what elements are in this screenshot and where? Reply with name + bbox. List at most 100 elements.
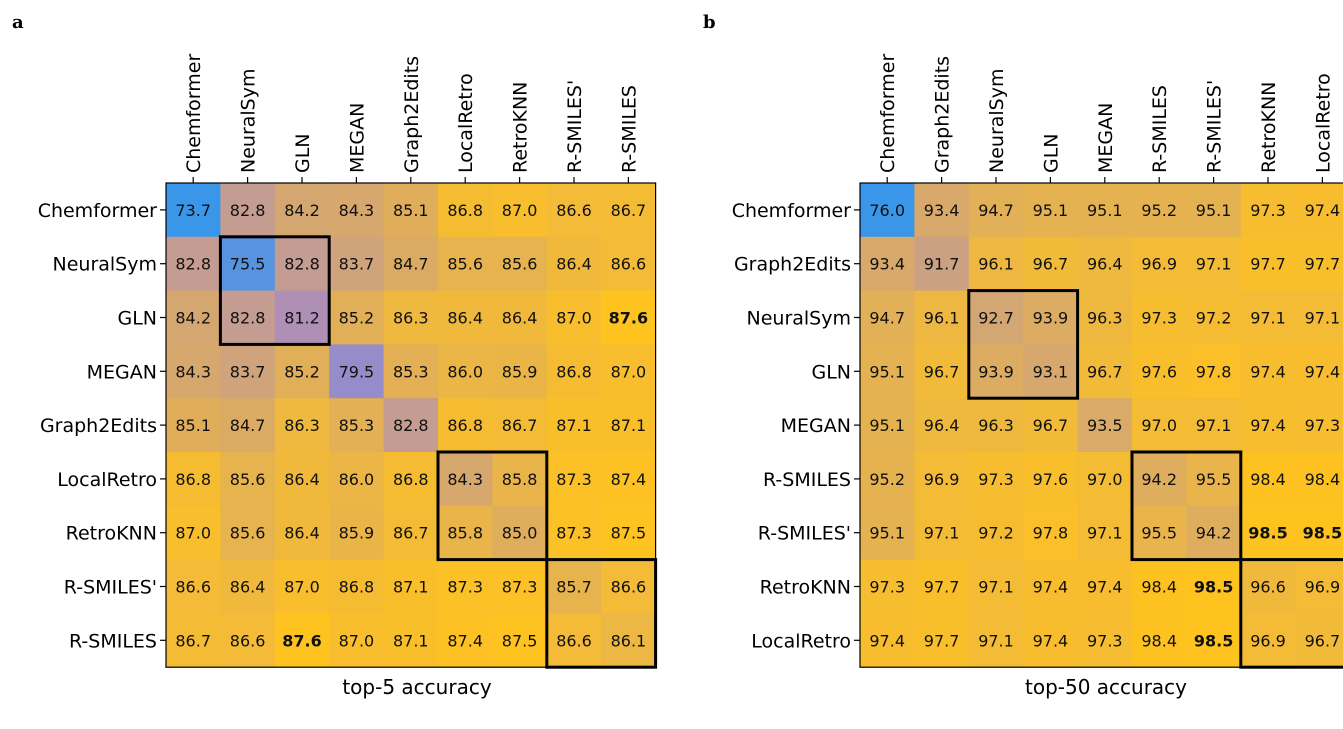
cell-value-label: 85.1	[393, 201, 429, 220]
cell-value-label: 87.0	[175, 524, 211, 543]
heatmap-cell	[329, 398, 385, 453]
heatmap-cell	[860, 452, 915, 507]
cell-value-label: 86.6	[230, 631, 266, 650]
cell-value-label: 97.3	[978, 470, 1014, 489]
heatmap-cell	[383, 452, 439, 507]
col-tick-label: LocalRetro	[1312, 73, 1334, 173]
cell-value-label: 85.9	[339, 524, 375, 543]
row-tick-label: R-SMILES	[69, 630, 157, 652]
row-tick-label: Chemformer	[38, 200, 157, 222]
cell-value-label: 85.8	[502, 470, 538, 489]
heatmap-cell	[1186, 452, 1242, 507]
heatmap-cell	[546, 505, 602, 561]
heatmap-cell	[220, 398, 276, 453]
heatmap-cell	[914, 290, 970, 345]
heatmap-cell	[1077, 505, 1133, 561]
cell-value-label: 86.0	[339, 470, 375, 489]
cell-value-label: 96.6	[1250, 578, 1286, 597]
cell-value-label: 86.7	[611, 201, 647, 220]
col-tick-label: NeuralSym	[238, 69, 260, 174]
cell-value-label: 84.7	[393, 255, 429, 274]
heatmap-cell	[1295, 452, 1343, 507]
heatmap-cell	[1023, 344, 1079, 399]
cell-value-label: 97.7	[1305, 255, 1341, 274]
cell-value-label: 87.1	[393, 578, 429, 597]
cell-value-label: 96.1	[924, 309, 960, 328]
heatmap-cell	[1023, 183, 1079, 238]
heatmap-cell	[914, 236, 970, 292]
heatmap-cell	[438, 505, 493, 561]
heatmap-cell	[166, 183, 221, 238]
heatmap-cell	[1240, 236, 1296, 292]
cell-value-label: 98.4	[1141, 631, 1177, 650]
group-box	[218, 235, 331, 346]
heatmap-cell	[438, 613, 493, 668]
cell-value-label: 96.7	[924, 362, 960, 381]
heatmap-cell	[1023, 613, 1079, 668]
heatmap-cell	[860, 505, 915, 561]
heatmap-cell	[492, 452, 548, 507]
cell-value-label: 97.1	[924, 524, 960, 543]
cell-value-label: 95.1	[869, 416, 905, 435]
chart-caption: top-5 accuracy	[342, 675, 491, 699]
heatmap-cell	[383, 290, 439, 345]
heatmap-cell	[1295, 290, 1343, 345]
cell-value-label: 97.4	[1087, 578, 1123, 597]
heatmap-cell	[1186, 613, 1242, 668]
heatmap-cell	[914, 344, 970, 399]
row-tick-label: R-SMILES	[763, 469, 851, 491]
cell-value-label: 97.3	[1087, 631, 1123, 650]
heatmap-cell	[914, 452, 970, 507]
cell-value-label: 86.7	[393, 524, 429, 543]
cell-value-label: 98.5	[1194, 631, 1233, 650]
cell-value-label: 75.5	[230, 255, 266, 274]
cell-value-label: 86.7	[502, 416, 538, 435]
cell-value-label: 97.3	[869, 578, 905, 597]
row-tick-label: R-SMILES'	[64, 577, 157, 599]
heatmap-cell	[438, 344, 493, 399]
row-tick-label: NeuralSym	[53, 254, 158, 276]
heatmap-cell	[601, 505, 657, 561]
heatmap-cell	[1240, 505, 1296, 561]
cell-value-label: 97.4	[869, 631, 905, 650]
heatmap-cell	[492, 559, 548, 614]
cell-value-label: 96.4	[924, 416, 960, 435]
cell-value-label: 85.6	[230, 470, 266, 489]
cell-value-label: 98.5	[1248, 524, 1287, 543]
heatmap-cell	[968, 290, 1024, 345]
cell-value-label: 97.3	[1250, 201, 1286, 220]
heatmap-cell	[860, 183, 915, 238]
cell-value-label: 98.4	[1305, 470, 1341, 489]
col-tick-label: LocalRetro	[455, 73, 477, 173]
cell-value-label: 86.8	[393, 470, 429, 489]
cell-value-label: 95.2	[869, 470, 905, 489]
heatmap-cell	[601, 236, 657, 292]
cell-value-label: 85.2	[339, 309, 375, 328]
cell-value-label: 98.4	[1141, 578, 1177, 597]
heatmap-cell	[274, 613, 330, 668]
heatmap-cell	[220, 613, 276, 668]
cell-value-label: 86.1	[611, 631, 647, 650]
heatmap-cell	[914, 613, 970, 668]
cell-value-label: 84.2	[175, 309, 211, 328]
row-tick-label: LocalRetro	[751, 630, 851, 652]
cell-value-label: 97.1	[1196, 255, 1232, 274]
heatmap-cell	[1295, 398, 1343, 453]
cell-value-label: 96.9	[1250, 631, 1286, 650]
heatmap-cell	[860, 344, 915, 399]
heatmap-cell	[1295, 613, 1343, 668]
cell-value-label: 96.9	[1305, 578, 1341, 597]
col-tick-label: MEGAN	[1095, 103, 1117, 173]
cell-value-label: 84.2	[284, 201, 320, 220]
cell-value-label: 83.7	[230, 362, 266, 381]
heatmap-cell	[492, 183, 548, 238]
group-box	[1130, 450, 1243, 562]
heatmap-cell	[601, 398, 657, 453]
cell-value-label: 85.6	[502, 255, 538, 274]
heatmap-cell	[1186, 236, 1242, 292]
heatmap-cell	[1240, 398, 1296, 453]
heatmap-cell	[166, 452, 221, 507]
heatmap-cell	[220, 290, 276, 345]
heatmap-cell	[860, 613, 915, 668]
cell-value-label: 98.5	[1303, 524, 1342, 543]
